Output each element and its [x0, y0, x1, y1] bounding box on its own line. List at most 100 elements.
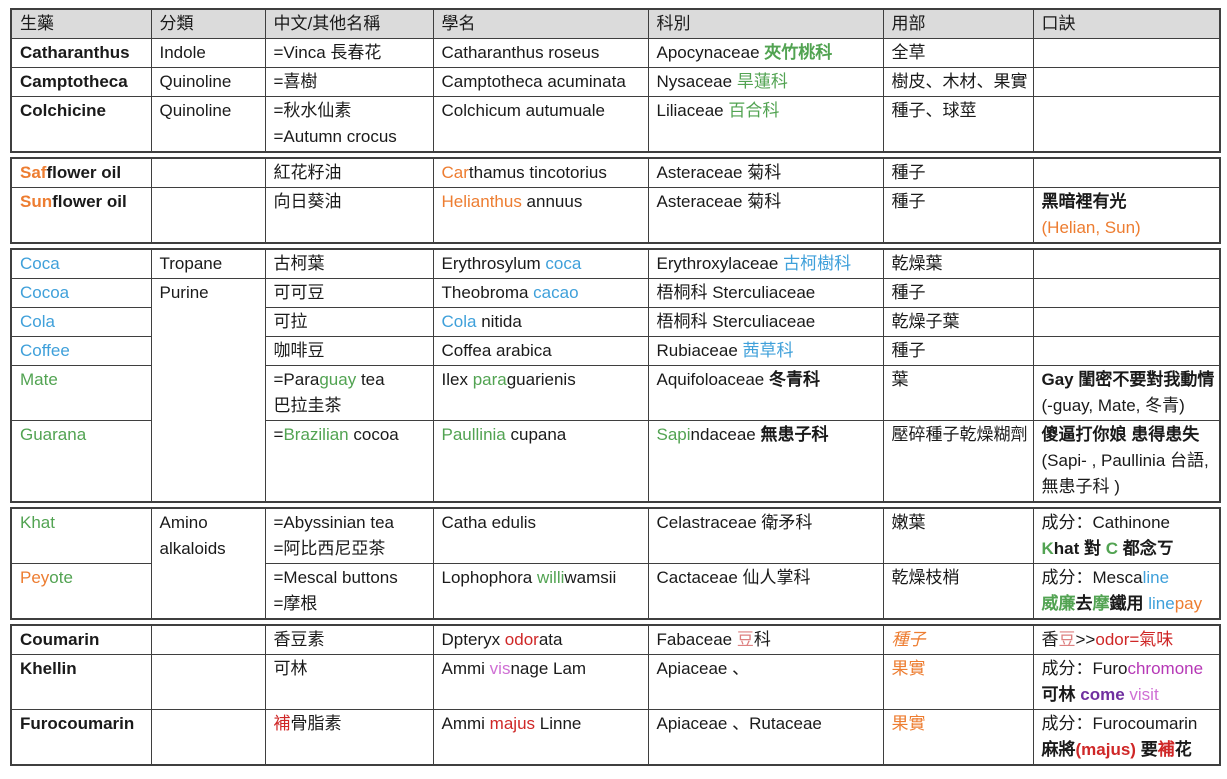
table-cell: 果實 [882, 709, 1034, 766]
text-segment: 花 [1174, 740, 1192, 759]
text-segment: Ammi [441, 659, 490, 678]
text-segment: 可林 [1041, 685, 1081, 704]
text-segment: 乾燥葉 [891, 254, 943, 273]
text-segment: cupana [505, 425, 567, 444]
column-header: 學名 [432, 8, 649, 39]
table-cell: 成分：Cathinone Khat 對 C 都念ㄎ [1032, 507, 1221, 564]
text-segment: =Abyssinian tea [273, 513, 395, 532]
table-cell: Helianthus annuus [432, 187, 649, 244]
text-segment: K [1041, 539, 1054, 558]
text-segment: ata [538, 630, 563, 649]
text-segment: 成分：Furocoumarin [1041, 714, 1198, 733]
text-segment: guay [319, 370, 357, 389]
drug-table-section-1: 生藥 分類 中文/其他名稱 學名 科別 用部 口訣 Catharanthus Indole =Vi… [10, 8, 1221, 153]
table-cell: Erythroxylaceae 古柯樹科 [647, 248, 884, 279]
text-segment: Saf [20, 163, 47, 182]
text-segment: guarienis [506, 370, 576, 389]
text-segment: flower oil [46, 163, 122, 182]
text-segment: 咖啡豆 [273, 341, 325, 360]
table-row: Safflower oil 紅花籽油 Carthamus tincotorius As… [10, 157, 1221, 188]
table-cell: Cola [10, 307, 152, 337]
table-cell: 香豆素 [264, 624, 434, 655]
table-cell: Khat [10, 507, 152, 564]
table-cell: Quinoline [150, 67, 266, 97]
table-cell: Catha edulis [432, 507, 649, 564]
table-cell: Coffea arabica [432, 336, 649, 366]
table-cell: Asteraceae 菊科 [647, 157, 884, 188]
text-segment: Mate [20, 370, 58, 389]
text-segment: 梧桐科 Sterculiaceae [656, 283, 816, 302]
text-segment: Camptotheca acuminata [441, 72, 626, 91]
table-cell: 乾燥枝梢 [882, 563, 1034, 620]
table-cell: =Brazilian cocoa [264, 420, 434, 503]
text-segment: Cola [20, 312, 55, 331]
table-cell [150, 624, 266, 655]
text-segment: =阿比西尼亞茶 [273, 539, 386, 558]
table-cell: 咖啡豆 [264, 336, 434, 366]
table-cell: Catharanthus [10, 38, 152, 68]
text-segment: 百合科 [728, 101, 780, 120]
text-segment: Gay 閨密不要對我動情 [1041, 370, 1215, 389]
drug-table-section-5: Coumarin 香豆素 Dpteryx odorata Fabaceae 豆科 種子香… [10, 624, 1221, 766]
text-segment: Guarana [20, 425, 87, 444]
table-cell [1032, 248, 1221, 279]
table-cell: =秋水仙素 =Autumn crocus [264, 96, 434, 153]
drug-table-section-2: Safflower oil 紅花籽油 Carthamus tincotorius As… [10, 157, 1221, 244]
table-cell: 種子、球莖 [882, 96, 1034, 153]
text-segment: visit [1129, 685, 1159, 704]
text-segment: Lophophora [441, 568, 537, 587]
text-segment: flower oil [52, 192, 127, 211]
text-segment: Liliaceae [656, 101, 729, 120]
text-segment: line [1148, 594, 1175, 613]
text-segment: 種子 [891, 163, 926, 182]
table-cell: Sunflower oil [10, 187, 152, 244]
text-segment: odor [504, 630, 539, 649]
text-segment: pay [1174, 594, 1203, 613]
header-row: 生藥 分類 中文/其他名稱 學名 科別 用部 口訣 [10, 8, 1221, 39]
text-segment: 香豆素 [273, 630, 325, 649]
table-cell: Sapindaceae 無患子科 [647, 420, 884, 503]
text-segment: Sapi [656, 425, 691, 444]
table-cell: Peyote [10, 563, 152, 620]
text-segment: Catharanthus [20, 43, 130, 62]
text-segment: 種子 [891, 192, 926, 211]
table-cell: Dpteryx odorata [432, 624, 649, 655]
text-segment: 豆 [1058, 630, 1076, 649]
table-cell [1032, 38, 1221, 68]
text-segment: (Sapi- , Paullinia 台語, [1041, 451, 1209, 470]
text-segment: Car [441, 163, 469, 182]
text-segment: 巴拉圭茶 [273, 396, 342, 415]
text-segment: 要 [1135, 740, 1158, 759]
text-segment: 威廉 [1041, 594, 1076, 613]
table-cell: =喜樹 [264, 67, 434, 97]
text-segment: Indole [159, 43, 206, 62]
table-cell: Ammi visnage Lam [432, 654, 649, 710]
table-cell [1032, 278, 1221, 308]
text-segment: odor=氣味 [1095, 630, 1174, 649]
text-segment: 向日葵油 [273, 192, 342, 211]
table-cell: Khellin [10, 654, 152, 710]
text-segment: 成分：Mesca [1041, 568, 1143, 587]
text-segment: 冬青科 [768, 370, 820, 389]
table-cell: Cola nitida [432, 307, 649, 337]
text-segment: Asteraceae 菊科 [656, 192, 782, 211]
drug-table-section-3: Coca Tropane 古柯葉 Erythrosylum coca Erythroxy… [10, 248, 1221, 503]
table-cell: 可拉 [264, 307, 434, 337]
text-segment: chromone [1127, 659, 1204, 678]
table-cell: Coumarin [10, 624, 152, 655]
text-segment: 古柯葉 [273, 254, 325, 273]
table-cell: Tropane [150, 248, 266, 279]
table-cell: 壓碎種子乾燥糊劑 [882, 420, 1034, 503]
table-cell: 香豆>>odor=氣味 [1032, 624, 1221, 655]
table-cell: =Vinca 長春花 [264, 38, 434, 68]
table-cell: Fabaceae 豆科 [647, 624, 884, 655]
table-cell: 嫩葉 [882, 507, 1034, 564]
table-row: Catharanthus Indole =Vinca 長春花 Catharanthus… [10, 38, 1221, 68]
text-segment: line [1142, 568, 1170, 587]
table-cell: Apocynaceae 夾竹桃科 [647, 38, 884, 68]
table-cell: 可林 [264, 654, 434, 710]
text-segment: 豆 [736, 630, 754, 649]
table-row: Guarana =Brazilian cocoa Paullinia cupana S… [10, 420, 1221, 503]
table-cell: Amino alkaloids [150, 507, 266, 620]
